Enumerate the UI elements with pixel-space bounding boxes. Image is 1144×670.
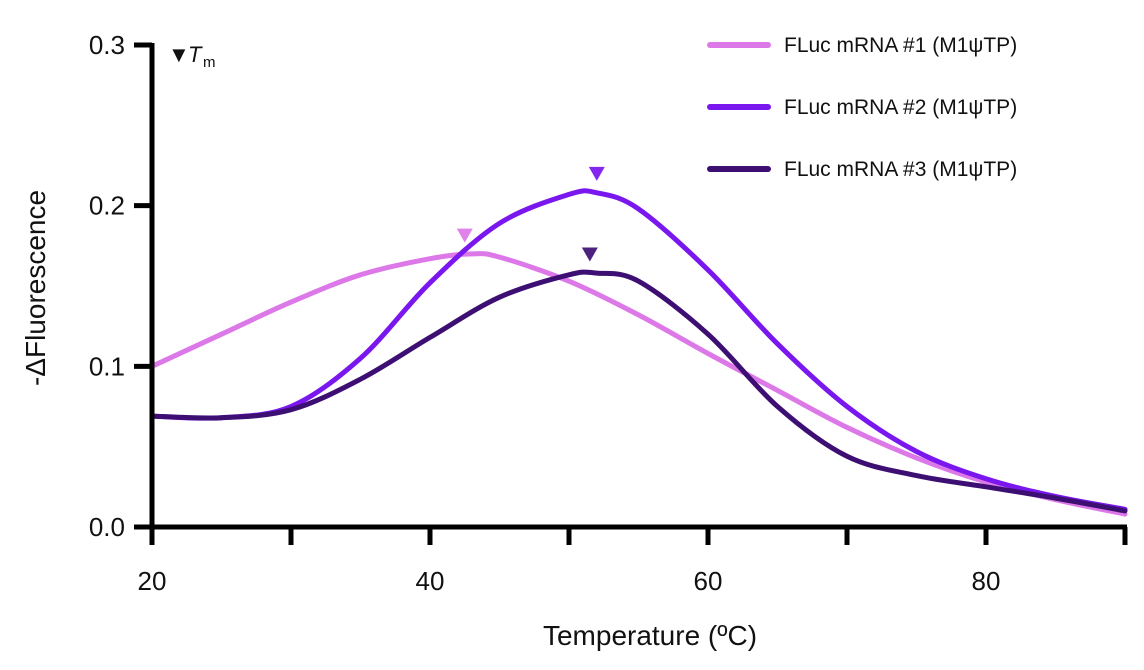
tm-key-marker: ▼ (168, 42, 190, 67)
series-line-3 (149, 269, 1128, 514)
series-layer (149, 188, 1128, 517)
x-tick-label-80: 80 (972, 566, 1001, 596)
y-axis-title: -ΔFluorescence (20, 190, 51, 386)
series-line-1 (149, 251, 1128, 517)
tm-key-symbol: T (188, 42, 203, 67)
axes-layer: 20 40 60 80 0.0 0.1 0.2 0.3 (89, 30, 1128, 596)
tm-marker-2 (588, 166, 605, 181)
legend-label-2: FLuc mRNA #2 (M1ψTP) (784, 96, 1017, 119)
x-tick-label-20: 20 (138, 566, 167, 596)
tm-markers-layer (456, 166, 605, 262)
x-axis-title: Temperature (ºC) (543, 620, 757, 651)
tm-marker-1 (456, 228, 473, 243)
x-tick-label-60: 60 (694, 566, 723, 596)
legend-label-1: FLuc mRNA #1 (M1ψTP) (784, 34, 1017, 57)
y-tick-label-0: 0.0 (89, 512, 125, 542)
y-tick-label-1: 0.1 (89, 351, 125, 381)
series-line-2 (149, 188, 1128, 512)
legend: FLuc mRNA #1 (M1ψTP) FLuc mRNA #2 (M1ψTP)… (707, 34, 1017, 181)
legend-label-3: FLuc mRNA #3 (M1ψTP) (784, 158, 1017, 181)
tm-key-subscript: m (203, 54, 216, 71)
x-tick-label-40: 40 (416, 566, 445, 596)
tm-marker-3 (581, 247, 598, 262)
y-tick-label-3: 0.3 (89, 30, 125, 60)
tm-key: ▼ T m (168, 42, 216, 71)
y-tick-label-2: 0.2 (89, 191, 125, 221)
